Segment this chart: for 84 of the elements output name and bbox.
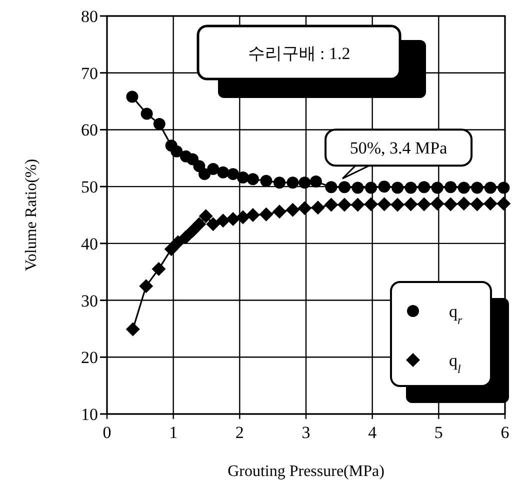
point xyxy=(444,197,458,212)
point xyxy=(192,217,206,232)
point xyxy=(430,196,444,211)
point xyxy=(404,182,417,194)
point xyxy=(140,108,153,120)
point xyxy=(216,214,230,228)
point xyxy=(484,182,496,194)
point xyxy=(152,262,166,276)
point xyxy=(377,197,392,212)
x-axis-title: Grouting Pressure(MPa) xyxy=(228,463,384,480)
point xyxy=(378,180,390,193)
point xyxy=(273,176,286,189)
x-tick-label: 0 xyxy=(102,423,112,442)
point xyxy=(206,217,220,232)
y-tick-label: 30 xyxy=(81,291,98,310)
legend-label: q$_{l}$ xyxy=(449,351,462,376)
y-tick-label: 60 xyxy=(81,120,98,140)
y-tick-label: 10 xyxy=(81,405,98,424)
x-tick-label: 3 xyxy=(302,423,310,442)
legend-label: q$_{r}$ xyxy=(449,302,462,327)
x-tick-label: 6 xyxy=(500,423,510,442)
point xyxy=(324,198,338,212)
point xyxy=(178,230,193,244)
x-tick-label: 4 xyxy=(368,423,378,442)
point xyxy=(431,182,444,194)
point xyxy=(259,207,274,222)
point xyxy=(198,168,211,180)
point xyxy=(470,197,484,212)
point xyxy=(153,118,166,130)
point xyxy=(272,204,286,219)
annotation: 수리구배 : 1.2 xyxy=(248,44,350,63)
point xyxy=(364,197,378,212)
point xyxy=(458,182,470,194)
point xyxy=(198,209,213,224)
y-tick-label: 70 xyxy=(81,64,98,83)
point xyxy=(227,168,240,180)
point xyxy=(352,182,364,194)
point xyxy=(139,279,154,294)
point xyxy=(236,210,250,224)
point xyxy=(483,196,498,211)
x-tick-label: 2 xyxy=(235,423,244,442)
point xyxy=(337,198,352,212)
point xyxy=(496,196,511,211)
point xyxy=(286,202,300,217)
point xyxy=(246,208,260,222)
callout: 50%, 3.4 MPa xyxy=(324,128,473,180)
point xyxy=(392,182,404,194)
point xyxy=(350,198,365,212)
point xyxy=(325,181,338,194)
point xyxy=(226,212,240,226)
point xyxy=(126,322,140,336)
point xyxy=(418,181,430,194)
point xyxy=(164,242,178,256)
point xyxy=(170,145,183,158)
y-tick-label: 20 xyxy=(81,348,98,368)
point xyxy=(260,174,272,187)
point xyxy=(186,224,200,238)
point xyxy=(498,182,510,194)
point xyxy=(338,181,350,194)
point xyxy=(417,197,432,212)
point xyxy=(444,181,457,194)
point xyxy=(404,197,418,212)
y-tick-label: 50 xyxy=(81,178,98,197)
point xyxy=(310,175,322,188)
y-tick-label: 80 xyxy=(81,7,98,26)
x-tick-label: 5 xyxy=(434,423,443,442)
point xyxy=(126,90,138,103)
point xyxy=(207,162,220,175)
y-axis-title: Volume Ratio(%) xyxy=(23,158,40,272)
point xyxy=(246,173,259,186)
point xyxy=(365,182,378,194)
annotation: 50%, 3.4 MPa xyxy=(350,138,448,158)
point xyxy=(286,176,299,189)
point xyxy=(298,176,311,189)
point xyxy=(170,235,185,250)
point xyxy=(298,201,312,216)
point xyxy=(471,182,484,194)
point xyxy=(390,198,405,212)
y-tick-label: 40 xyxy=(81,234,98,254)
point xyxy=(456,196,471,211)
point xyxy=(310,200,325,215)
point xyxy=(236,171,249,184)
point xyxy=(217,166,230,178)
x-tick-label: 1 xyxy=(169,423,178,442)
